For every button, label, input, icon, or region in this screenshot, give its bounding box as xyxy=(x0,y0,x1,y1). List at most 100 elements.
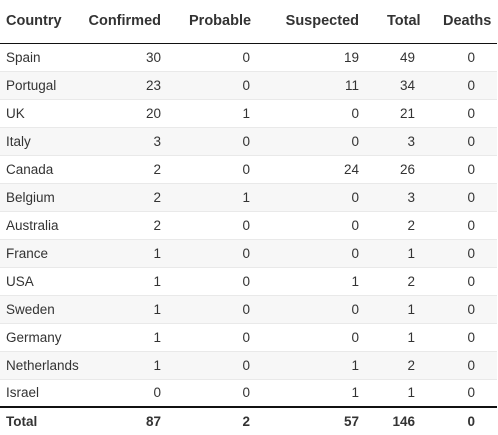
cell-country: Spain xyxy=(0,43,82,72)
cell-country: UK xyxy=(0,99,82,128)
cell-suspected: 0 xyxy=(272,239,381,268)
table-row: USA 1 0 1 2 0 xyxy=(0,267,497,296)
header-country[interactable]: Country xyxy=(0,0,82,44)
cell-probable: 0 xyxy=(183,211,272,240)
cell-probable: 0 xyxy=(183,379,272,408)
total-probable: 2 xyxy=(183,406,272,435)
header-confirmed[interactable]: Confirmed xyxy=(82,0,183,44)
cell-total: 2 xyxy=(381,267,437,296)
cell-probable: 1 xyxy=(183,99,272,128)
cell-confirmed: 1 xyxy=(82,351,183,380)
cell-deaths: 0 xyxy=(437,183,497,212)
cell-confirmed: 1 xyxy=(82,323,183,352)
total-confirmed: 87 xyxy=(82,406,183,435)
cell-probable: 0 xyxy=(183,351,272,380)
table-row: Belgium 2 1 0 3 0 xyxy=(0,183,497,212)
total-suspected: 57 xyxy=(272,406,381,435)
cell-country: USA xyxy=(0,267,82,296)
cell-suspected: 0 xyxy=(272,295,381,324)
table-body: Spain 30 0 19 49 0 Portugal 23 0 11 34 0 UK 20 1 0 21 0 It… xyxy=(0,43,497,408)
cell-confirmed: 2 xyxy=(82,183,183,212)
table-row: France 1 0 0 1 0 xyxy=(0,239,497,268)
cell-deaths: 0 xyxy=(437,43,497,72)
cell-suspected: 24 xyxy=(272,155,381,184)
table-row: Portugal 23 0 11 34 0 xyxy=(0,71,497,100)
header-deaths[interactable]: Deaths xyxy=(437,0,497,44)
cell-total: 1 xyxy=(381,323,437,352)
header-total[interactable]: Total xyxy=(381,0,437,44)
cell-deaths: 0 xyxy=(437,155,497,184)
cell-suspected: 0 xyxy=(272,323,381,352)
cell-confirmed: 23 xyxy=(82,71,183,100)
cell-confirmed: 20 xyxy=(82,99,183,128)
cell-probable: 0 xyxy=(183,43,272,72)
table-row: Israel 0 0 1 1 0 xyxy=(0,379,497,408)
cell-total: 49 xyxy=(381,43,437,72)
table-row: Sweden 1 0 0 1 0 xyxy=(0,295,497,324)
header-suspected[interactable]: Suspected xyxy=(272,0,381,44)
cell-probable: 0 xyxy=(183,239,272,268)
cell-country: Israel xyxy=(0,379,82,408)
cell-probable: 0 xyxy=(183,155,272,184)
cell-confirmed: 30 xyxy=(82,43,183,72)
cell-deaths: 0 xyxy=(437,323,497,352)
cell-country: Australia xyxy=(0,211,82,240)
cell-deaths: 0 xyxy=(437,295,497,324)
cell-confirmed: 1 xyxy=(82,295,183,324)
cell-deaths: 0 xyxy=(437,99,497,128)
header-row: Country Confirmed Probable Suspected Tot… xyxy=(0,0,497,44)
total-label: Total xyxy=(0,406,82,435)
cell-confirmed: 0 xyxy=(82,379,183,408)
table-row: Netherlands 1 0 1 2 0 xyxy=(0,351,497,380)
cell-total: 21 xyxy=(381,99,437,128)
cell-deaths: 0 xyxy=(437,267,497,296)
cell-probable: 1 xyxy=(183,183,272,212)
cell-total: 2 xyxy=(381,211,437,240)
cell-deaths: 0 xyxy=(437,239,497,268)
cell-deaths: 0 xyxy=(437,379,497,408)
table-row: Spain 30 0 19 49 0 xyxy=(0,43,497,72)
table-row: Italy 3 0 0 3 0 xyxy=(0,127,497,156)
cell-suspected: 11 xyxy=(272,71,381,100)
cell-probable: 0 xyxy=(183,295,272,324)
cell-deaths: 0 xyxy=(437,127,497,156)
cell-total: 26 xyxy=(381,155,437,184)
cell-country: Sweden xyxy=(0,295,82,324)
cell-total: 1 xyxy=(381,239,437,268)
cell-deaths: 0 xyxy=(437,71,497,100)
cell-probable: 0 xyxy=(183,127,272,156)
cell-country: Italy xyxy=(0,127,82,156)
cell-suspected: 19 xyxy=(272,43,381,72)
cell-confirmed: 1 xyxy=(82,267,183,296)
cell-total: 3 xyxy=(381,183,437,212)
cell-total: 1 xyxy=(381,379,437,408)
cell-probable: 0 xyxy=(183,267,272,296)
table-row: UK 20 1 0 21 0 xyxy=(0,99,497,128)
cell-probable: 0 xyxy=(183,323,272,352)
table-row: Canada 2 0 24 26 0 xyxy=(0,155,497,184)
cell-suspected: 1 xyxy=(272,267,381,296)
cell-confirmed: 3 xyxy=(82,127,183,156)
cell-probable: 0 xyxy=(183,71,272,100)
cell-suspected: 1 xyxy=(272,351,381,380)
cell-suspected: 0 xyxy=(272,211,381,240)
cell-country: Netherlands xyxy=(0,351,82,380)
cell-country: Germany xyxy=(0,323,82,352)
cell-total: 2 xyxy=(381,351,437,380)
header-probable[interactable]: Probable xyxy=(183,0,272,44)
cell-country: France xyxy=(0,239,82,268)
cell-confirmed: 1 xyxy=(82,239,183,268)
table-row: Germany 1 0 0 1 0 xyxy=(0,323,497,352)
cell-total: 34 xyxy=(381,71,437,100)
cell-country: Canada xyxy=(0,155,82,184)
cell-suspected: 1 xyxy=(272,379,381,408)
cell-suspected: 0 xyxy=(272,99,381,128)
total-total: 146 xyxy=(381,406,437,435)
cell-confirmed: 2 xyxy=(82,155,183,184)
total-row: Total 87 2 57 146 0 xyxy=(0,406,497,435)
cell-total: 1 xyxy=(381,295,437,324)
table-row: Australia 2 0 0 2 0 xyxy=(0,211,497,240)
cell-deaths: 0 xyxy=(437,211,497,240)
cell-country: Portugal xyxy=(0,71,82,100)
